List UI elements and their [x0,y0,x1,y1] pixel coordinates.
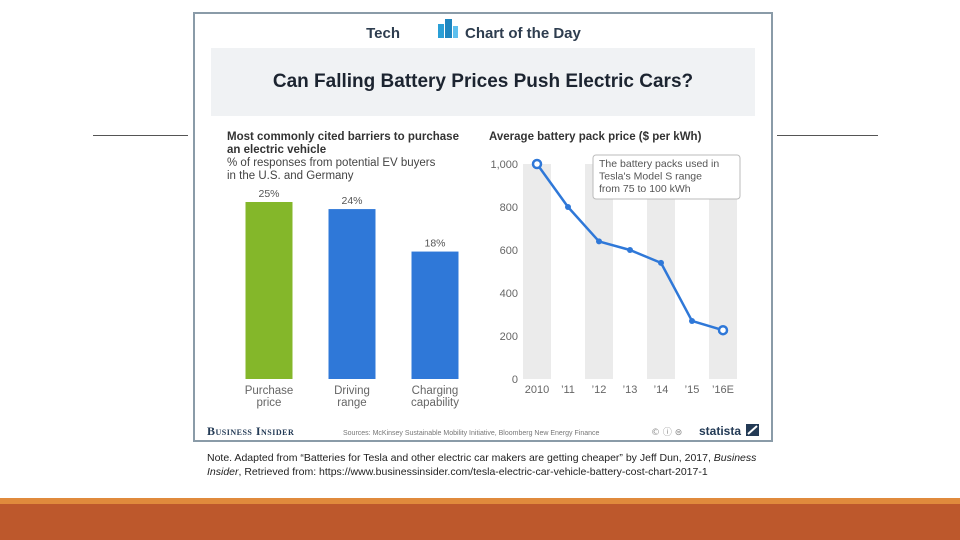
annotation-text: The battery packs used in Tesla's Model S… [599,158,719,195]
bar-category-label-3: Charging capability [411,385,459,409]
y-tick-label-3: 400 [500,288,518,300]
annotation-box [592,154,741,200]
data-point-4 [627,247,633,253]
line-chart-title: Average battery pack price ($ per kWh) [489,131,702,143]
slide-rule-left [93,135,188,136]
bar-chart-title-line-2: an electric vehicle [227,144,326,156]
bar-chart-title-line-1: Most commonly cited barriers to purchase [227,131,459,143]
bar-category-label-1-line-2: price [257,397,282,409]
note-prefix: Note. Adapted from “Batteries for Tesla … [207,452,714,464]
x-tick-label-4: ’13 [623,384,638,396]
slide-rule-right [777,135,878,136]
statista-logo: statista [699,424,741,438]
shade-column-7 [709,164,737,379]
bar-category-label-3-line-1: Charging [412,385,459,397]
bar-value-label-2: 24% [341,195,362,207]
x-tick-label-6: ’15 [685,384,700,396]
bar-category-label-2-line-2: range [337,397,366,409]
chart-title: Can Falling Battery Prices Push Electric… [273,71,693,92]
x-tick-label-5: ’14 [654,384,669,396]
bar-chart: Most commonly cited barriers to purchase… [227,131,459,409]
bar-2 [328,209,376,379]
data-point-5 [658,259,664,266]
brand-chart-of-the-day: Chart of the Day [465,25,582,42]
data-point-7 [717,324,729,336]
bar-value-label-1: 25% [258,188,279,200]
shade-column-1 [523,164,551,379]
annotation-text-line-1: The battery packs used in [599,158,719,170]
footer-sources: Sources: McKinsey Sustainable Mobility I… [343,430,600,437]
y-tick-label-2: 200 [500,331,518,343]
note-publication: Business Insider [207,452,757,478]
x-tick-label-3: ’12 [592,384,607,396]
cc-license-icons: © ⓘ ⊜ [651,427,682,438]
y-tick-label-1: 0 [512,374,518,386]
title-band [211,48,755,116]
source-note: Note. Adapted from “Batteries for Tesla … [207,451,767,479]
data-point-3 [596,238,602,245]
brand-tech: Tech [366,25,400,42]
data-point-6 [689,317,695,324]
bar-category-label-2-line-1: Driving [334,385,370,397]
annotation-text-line-2: Tesla's Model S range [599,171,702,183]
bar-category-label-1-line-1: Purchase [245,385,294,397]
line-chart: Average battery pack price ($ per kWh) 0… [489,131,741,396]
infographic-panel: Tech Chart of the Day Can Falling Batter… [193,12,773,442]
bar-chart-subtitle: % of responses from potential EV buyers i… [227,157,436,182]
shade-column-3 [585,164,613,379]
bar-category-label-3-line-2: capability [411,397,459,409]
bar-chart-subtitle-line-1: % of responses from potential EV buyers [227,157,436,169]
bar-chart-subtitle-line-2: in the U.S. and Germany [227,170,354,182]
slide-footer-bar [0,498,960,540]
y-tick-label-5: 800 [500,202,518,214]
statista-icon [746,424,759,436]
annotation-text-line-3: from 75 to 100 kWh [599,183,691,195]
bar-chart-title: Most commonly cited barriers to purchase… [227,131,459,156]
bar-1 [245,202,293,379]
bar-3 [411,251,459,379]
x-tick-label-7: ’16E [712,384,734,396]
data-point-2 [565,204,571,210]
y-tick-label-4: 600 [500,245,518,257]
data-point-1 [531,158,543,170]
x-tick-label-2: ’11 [561,384,575,396]
footer-brand: Business Insider [207,424,294,438]
bar-value-label-3: 18% [424,238,445,250]
note-suffix: , Retrieved from: https://www.businessin… [238,466,708,478]
y-tick-label-6: 1,000 [490,159,518,171]
brand-chart-icon [438,19,458,38]
bar-category-label-2: Driving range [334,385,370,409]
infographic-svg: Tech Chart of the Day Can Falling Batter… [207,19,759,438]
bar-category-label-1: Purchase price [245,385,294,409]
slide-footer-accent [0,498,960,504]
shade-column-5 [647,164,675,379]
x-tick-label-1: 2010 [525,384,549,396]
